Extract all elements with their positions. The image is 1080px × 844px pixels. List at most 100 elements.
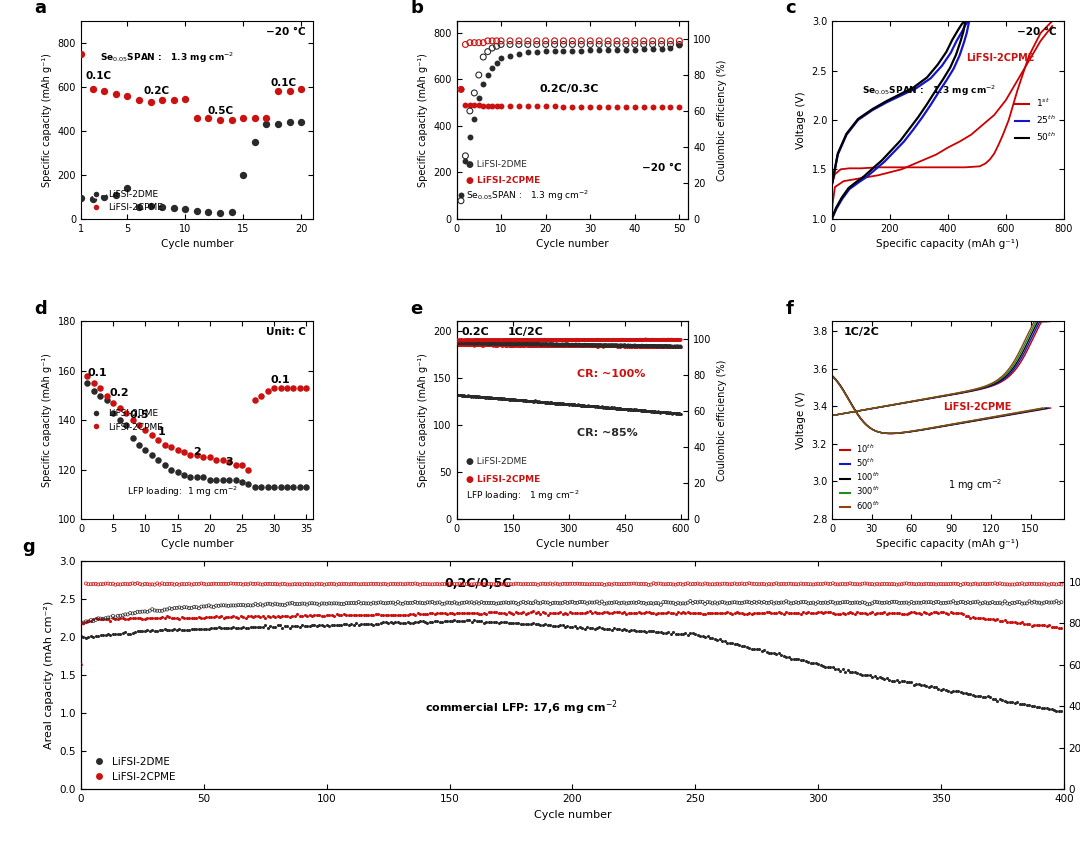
Point (630, 625, 647, 638)
Point (279, 609, 296, 623)
Text: −20 °C: −20 °C (1017, 27, 1057, 37)
Point (571, 333, 589, 347)
Point (666, 407, 684, 420)
Point (593, 339, 610, 353)
Point (666, 333, 684, 347)
Point (545, 338, 563, 351)
Point (448, 336, 465, 349)
Point (626, 403, 644, 416)
Point (829, 663, 847, 676)
Point (519, 596, 537, 609)
Point (986, 597, 1003, 610)
Point (131, 438, 148, 452)
Point (455, 333, 472, 347)
Point (163, 602, 180, 615)
Point (511, 333, 528, 347)
Point (543, 338, 561, 352)
Point (672, 597, 689, 610)
Point (657, 595, 674, 609)
Point (535, 395, 552, 408)
Point (648, 405, 665, 419)
Point (232, 598, 249, 612)
Point (665, 340, 683, 354)
Point (328, 597, 346, 610)
Point (582, 339, 599, 353)
Point (593, 400, 610, 414)
Point (643, 339, 660, 353)
Point (369, 596, 387, 609)
Point (949, 684, 967, 698)
Point (613, 403, 631, 416)
Point (486, 338, 503, 352)
Point (315, 597, 333, 610)
Point (558, 333, 576, 347)
Point (198, 610, 215, 624)
Point (516, 338, 534, 351)
Point (602, 339, 619, 353)
Point (636, 339, 653, 353)
Point (519, 394, 537, 408)
Point (793, 607, 810, 620)
Point (624, 403, 642, 417)
Point (111, 609, 129, 623)
Point (124, 576, 141, 590)
Point (616, 403, 633, 416)
Point (352, 577, 369, 591)
Point (595, 338, 612, 352)
Point (546, 619, 564, 632)
Point (531, 597, 549, 610)
Point (478, 337, 496, 350)
Point (267, 620, 284, 634)
Point (594, 401, 611, 414)
Point (551, 339, 568, 353)
Point (635, 625, 652, 638)
Point (498, 333, 515, 347)
Point (607, 339, 624, 353)
Point (644, 38, 661, 51)
Point (654, 577, 672, 591)
Point (1021, 617, 1038, 630)
Point (188, 470, 205, 484)
Point (691, 606, 708, 619)
Point (592, 400, 609, 414)
Point (592, 338, 609, 352)
Point (633, 596, 650, 609)
Point (163, 624, 180, 637)
Point (471, 607, 488, 620)
Point (450, 614, 468, 628)
Point (75, 616, 92, 630)
Point (402, 577, 419, 591)
Point (895, 596, 913, 609)
Point (640, 333, 658, 347)
Point (475, 606, 492, 619)
Point (598, 577, 616, 591)
Point (446, 614, 463, 627)
Point (567, 339, 584, 353)
Point (901, 606, 918, 619)
Point (536, 339, 553, 353)
Point (480, 338, 497, 352)
Point (527, 333, 544, 347)
Point (572, 333, 590, 347)
Point (488, 339, 505, 353)
Point (598, 622, 616, 636)
Point (600, 333, 618, 347)
Point (511, 339, 528, 353)
Point (526, 394, 543, 408)
Point (600, 338, 618, 352)
Point (449, 338, 467, 352)
Point (487, 337, 504, 350)
Point (1034, 619, 1051, 632)
Point (589, 339, 606, 353)
Point (518, 333, 536, 347)
X-axis label: Specific capacity (mAh g⁻¹): Specific capacity (mAh g⁻¹) (876, 539, 1020, 549)
Point (636, 340, 653, 354)
Point (608, 38, 625, 51)
Point (853, 668, 870, 682)
Point (608, 339, 625, 353)
Point (330, 597, 348, 610)
Point (633, 403, 650, 417)
Point (315, 609, 333, 623)
Point (599, 401, 617, 414)
Point (552, 333, 569, 347)
